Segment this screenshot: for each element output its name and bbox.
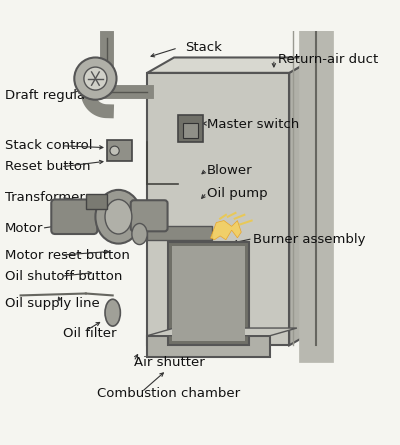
Ellipse shape: [96, 190, 142, 243]
Text: Stack: Stack: [186, 41, 222, 54]
Text: Motor reset button: Motor reset button: [5, 249, 130, 262]
Text: Reset button: Reset button: [5, 160, 91, 174]
FancyBboxPatch shape: [51, 199, 97, 234]
Ellipse shape: [105, 299, 120, 326]
Text: Oil pump: Oil pump: [207, 187, 267, 200]
Bar: [178, 115, 203, 142]
Polygon shape: [289, 57, 316, 345]
FancyBboxPatch shape: [131, 200, 168, 231]
Polygon shape: [210, 221, 241, 240]
Bar: [147, 227, 212, 240]
Bar: [182, 123, 198, 138]
FancyBboxPatch shape: [147, 73, 289, 345]
Bar: [147, 336, 270, 357]
Text: Stack control: Stack control: [5, 139, 93, 152]
Ellipse shape: [132, 223, 147, 245]
Text: Burner assembly: Burner assembly: [253, 233, 365, 246]
Bar: [107, 140, 132, 161]
Text: Return-air duct: Return-air duct: [278, 53, 378, 66]
Bar: [86, 194, 107, 209]
Text: Oil shutoff button: Oil shutoff button: [5, 270, 123, 283]
Text: Air shutter: Air shutter: [134, 356, 204, 369]
Bar: [168, 242, 249, 345]
Polygon shape: [147, 57, 316, 73]
Text: Draft regulator: Draft regulator: [5, 89, 104, 102]
Text: Motor: Motor: [5, 222, 44, 235]
Text: Oil supply line: Oil supply line: [5, 296, 100, 310]
Circle shape: [110, 146, 119, 155]
Ellipse shape: [105, 199, 132, 234]
Text: Master switch: Master switch: [207, 118, 299, 131]
Text: Blower: Blower: [207, 164, 252, 177]
Circle shape: [84, 67, 107, 90]
Text: Oil filter: Oil filter: [63, 327, 116, 340]
Text: Transformer: Transformer: [5, 191, 85, 204]
Circle shape: [74, 57, 116, 100]
Text: Combustion chamber: Combustion chamber: [97, 387, 240, 400]
Polygon shape: [147, 328, 297, 336]
Bar: [172, 246, 245, 341]
